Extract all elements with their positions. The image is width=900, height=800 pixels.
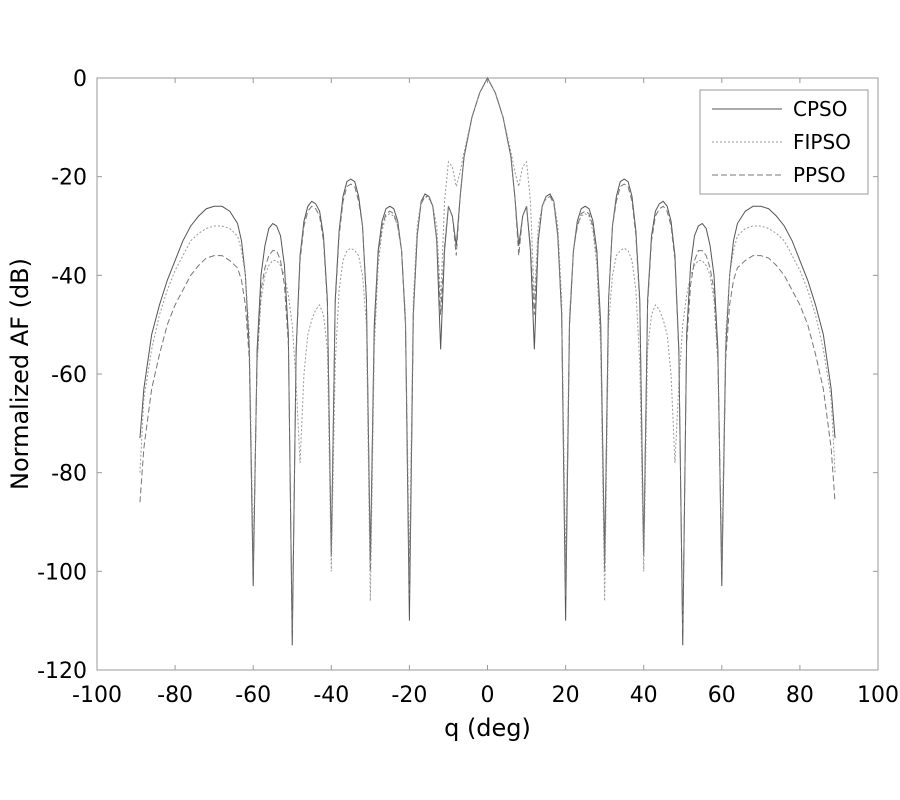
- x-axis-ticks: -100 -80 -60 -40 -20 0 20 40 60 80 100: [72, 78, 899, 708]
- y-tick-label: -120: [37, 659, 87, 684]
- legend-items: CPSO FIPSO PPSO: [712, 97, 851, 187]
- x-tick-label: -40: [313, 683, 349, 708]
- x-tick-label: -20: [391, 683, 427, 708]
- legend-label-ppso: PPSO: [793, 163, 846, 187]
- y-tick-label: -80: [51, 462, 87, 487]
- series-layer: [139, 76, 836, 646]
- x-tick-label: 80: [786, 683, 814, 708]
- legend-label-cpso: CPSO: [793, 97, 847, 121]
- x-tick-label: 40: [630, 683, 658, 708]
- x-axis-label: q (deg): [444, 714, 531, 742]
- y-axis-ticks: 0 -20 -40 -60 -80 -100 -120: [37, 67, 878, 684]
- y-tick-label: -40: [51, 264, 87, 289]
- x-tick-label: 0: [481, 683, 495, 708]
- x-tick-label: 100: [857, 683, 899, 708]
- x-tick-label: 60: [708, 683, 736, 708]
- y-tick-label: -60: [51, 363, 87, 388]
- x-tick-label: 20: [552, 683, 580, 708]
- y-tick-label: -20: [51, 166, 87, 191]
- y-tick-label: -100: [37, 560, 87, 585]
- y-tick-label: 0: [73, 67, 87, 92]
- x-tick-label: -100: [72, 683, 122, 708]
- series-line-ppso: [139, 76, 836, 631]
- legend-label-fipso: FIPSO: [793, 130, 851, 154]
- y-axis-label: Normalized AF (dB): [6, 258, 34, 490]
- legend: CPSO FIPSO PPSO: [699, 89, 869, 195]
- x-tick-label: -80: [157, 683, 193, 708]
- x-tick-label: -60: [235, 683, 271, 708]
